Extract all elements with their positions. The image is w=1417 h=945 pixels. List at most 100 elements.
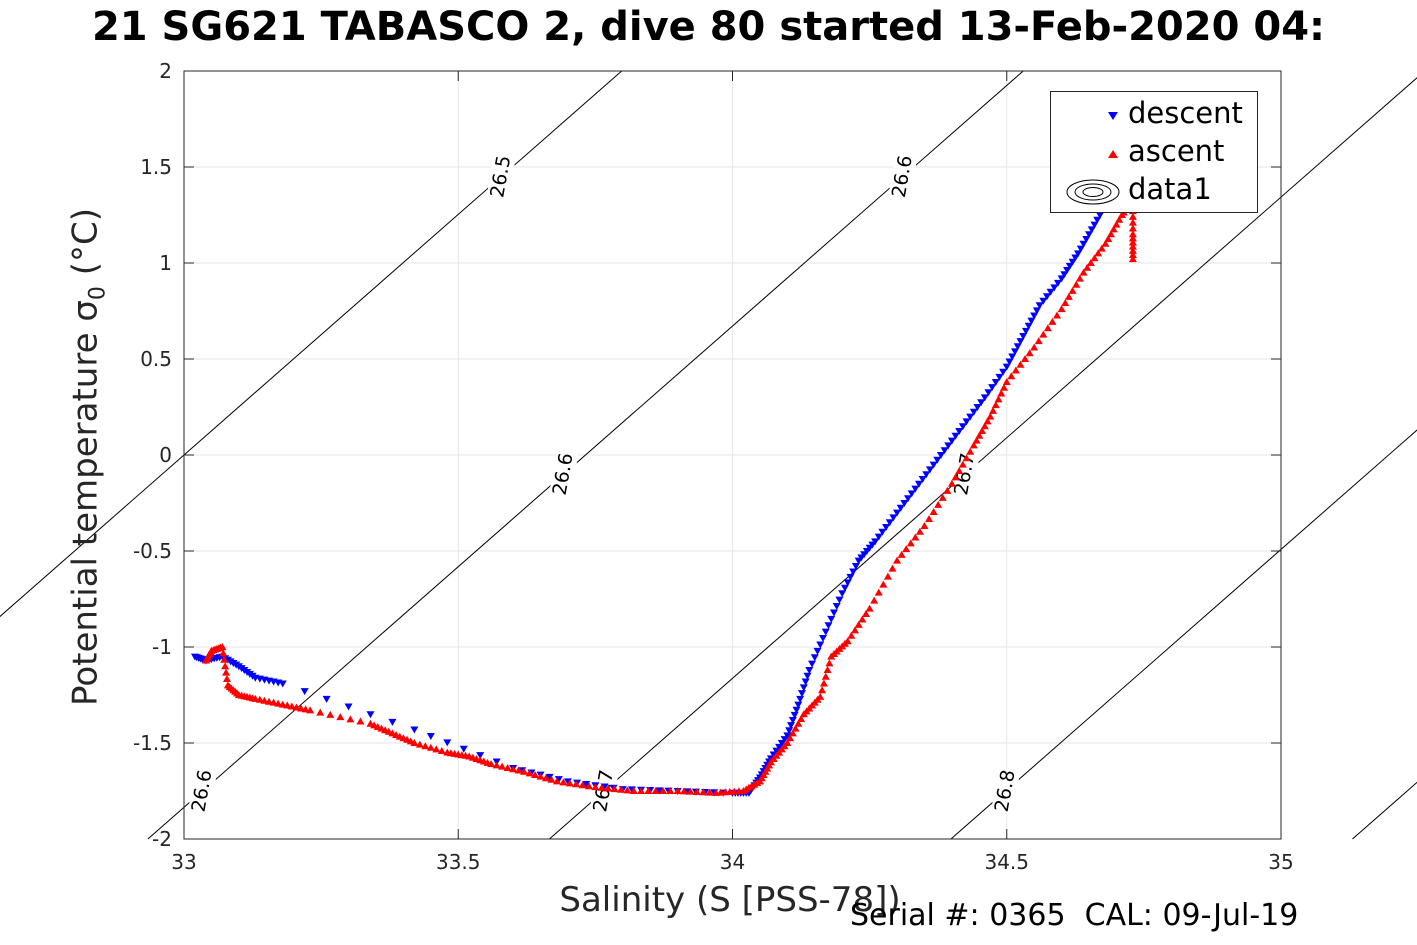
descent-point [1090,221,1099,229]
isopycnal-label-bg [486,153,516,201]
ascent-point [629,787,638,794]
ascent-point [547,775,556,783]
descent-point [796,695,805,703]
legend-item-descent: descent [1051,96,1259,134]
descent-point [278,680,287,688]
ascent-point [986,412,995,420]
isopycnal-label: 26.6 [188,768,217,813]
ascent-point [1097,244,1106,252]
descent-point [1030,312,1039,320]
ascent-point [1090,254,1099,262]
descent-point [388,718,397,726]
ascent-point [791,724,800,732]
ascent-point [938,493,947,501]
descent-point [805,667,814,675]
ascent-point [306,706,315,714]
ascent-point [816,692,825,700]
ascent-point [897,550,906,558]
ascent-point [1072,280,1081,288]
x-tick-label: 35 [1268,850,1293,874]
ascent-point [610,785,619,793]
ascent-point [902,545,911,553]
ascent-point [1048,317,1057,325]
descent-point [1085,231,1094,239]
ascent-point [786,734,795,742]
ascent-point [356,717,365,725]
ascent-point [1079,268,1088,276]
ascent-point [865,604,874,612]
y-tick-label: -0.5 [133,539,172,563]
ascent-point [1128,234,1137,242]
ascent-point [492,761,501,769]
descent-point [896,504,905,512]
ascent-point [316,708,325,716]
descent-point [911,485,920,493]
ascent-point [1061,299,1070,306]
descent-point [907,490,916,498]
ascent-point [1002,378,1011,386]
descent-point [882,524,891,531]
data-points [190,173,1137,797]
ascent-point [969,441,978,449]
ascent-point [326,710,335,718]
ascent-point [819,679,828,687]
descent-point [788,716,797,724]
descent-point [925,466,934,474]
ascent-marker-icon [1108,150,1118,158]
descent-point [801,678,810,686]
ascent-point [870,596,879,604]
descent-point [980,394,989,402]
ascent-point [850,626,859,634]
descent-point [819,635,828,643]
ascent-point [861,610,870,618]
ascent-point [1128,255,1137,263]
ascent-point [1068,286,1077,294]
y-axis-label: Potential temperature σ0 (°C) [65,208,111,706]
ascent-point [997,389,1006,397]
descent-point [816,641,825,649]
descent-point [914,480,923,488]
ascent-point [966,447,975,455]
descent-point [1060,271,1069,279]
ascent-point [1083,263,1092,271]
ascent-point [783,739,792,746]
descent-point [797,690,806,698]
descent-point [808,660,817,668]
ascent-point [616,785,625,793]
series-descent [190,173,1132,797]
isopycnal-label-bg [589,767,619,815]
ascent-point [1064,292,1073,300]
isopycnal-label: 26.8 [991,768,1020,813]
ascent-point [503,763,512,771]
ascent-point [251,694,260,702]
ascent-point [410,739,419,746]
ascent-point [487,760,496,768]
ascent-point [843,637,852,645]
ascent-point [421,742,430,750]
descent-point [874,533,883,541]
descent-point [1076,245,1085,253]
ascent-point [222,668,231,676]
ascent-point [994,395,1003,403]
descent-point [1024,322,1033,330]
ascent-point [818,686,827,694]
ascent-point [1025,349,1034,357]
descent-point [785,727,794,735]
descent-point [933,456,942,464]
ascent-point [219,649,228,657]
ascent-point [962,454,971,462]
ascent-point [255,695,264,703]
ascent-point [221,662,230,670]
descent-point [1021,327,1030,335]
ascent-point [911,533,920,541]
x-tick-label: 34 [720,850,745,874]
ascent-point [1000,383,1009,391]
isopycnal-label-bg [549,450,579,498]
ascent-point [975,431,984,439]
descent-point [988,384,997,392]
isopycnal-label-bg [990,767,1021,815]
x-tick-label: 33 [171,850,196,874]
legend-item-data1: data1 [1051,172,1259,210]
descent-point [1013,343,1022,351]
descent-point [810,654,819,662]
